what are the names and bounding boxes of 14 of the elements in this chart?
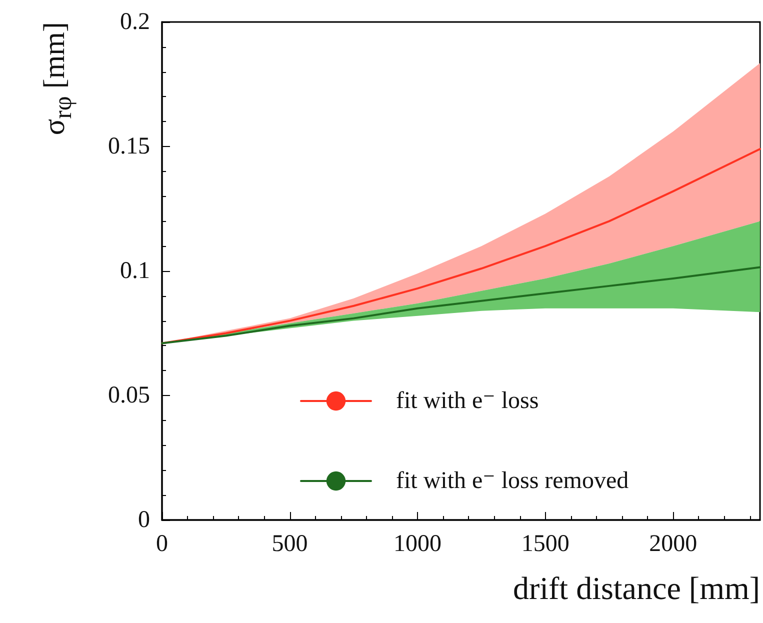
legend-label: fit with e⁻ loss removed	[396, 468, 629, 494]
y-tick-label: 0.1	[120, 258, 150, 284]
y-tick-label: 0.15	[108, 134, 150, 160]
legend-label: fit with e⁻ loss	[396, 388, 539, 414]
x-tick-label: 2000	[649, 531, 698, 557]
y-tick-label: 0.05	[108, 382, 150, 408]
y-tick-label: 0.2	[120, 9, 150, 35]
x-tick-label: 0	[156, 531, 168, 557]
y-tick-label: 0	[138, 507, 150, 533]
x-axis-title: drift distance [mm]	[512, 570, 760, 606]
line-series	[161, 266, 761, 344]
x-tick-label: 1500	[521, 531, 570, 557]
x-tick-label: 1000	[394, 531, 442, 557]
x-tick-label: 500	[272, 531, 308, 557]
